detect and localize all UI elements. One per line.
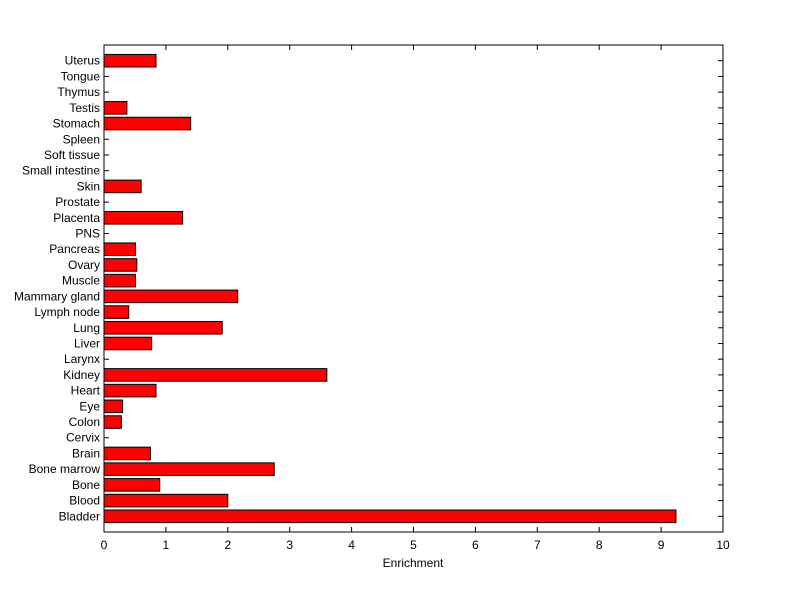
x-tick-label: 9 (658, 538, 665, 552)
category-label: Liver (74, 336, 100, 350)
bar-eye (103, 399, 124, 414)
category-label: Colon (69, 415, 100, 429)
x-tick-label: 4 (348, 538, 355, 552)
category-label: Larynx (64, 352, 100, 366)
x-tick-label: 6 (472, 538, 479, 552)
category-label: Ovary (68, 258, 100, 272)
bar-pancreas (103, 242, 137, 257)
tick-marks (103, 45, 724, 532)
bar-stomach (103, 116, 192, 131)
category-label: Kidney (63, 368, 100, 382)
category-label: Uterus (65, 54, 100, 68)
category-label: Soft tissue (44, 148, 100, 162)
x-tick-labels: 0 1 2 3 4 5 6 7 8 9 10 (101, 538, 730, 552)
category-label: Eye (79, 399, 100, 413)
category-label: Mammary gland (14, 289, 100, 303)
plot-frame (103, 44, 724, 533)
category-label: PNS (75, 227, 100, 241)
bar-uterus (103, 53, 157, 68)
x-axis-label: Enrichment (383, 556, 444, 570)
bar-lymph-node (103, 305, 130, 319)
bar-bone-marrow (103, 462, 275, 476)
category-label: Prostate (55, 195, 100, 209)
x-tick-label: 3 (286, 538, 293, 552)
category-label: Bladder (59, 509, 100, 523)
bar-muscle (103, 273, 137, 288)
bar-lung (103, 320, 223, 335)
x-tick-label: 5 (410, 538, 417, 552)
bars (103, 53, 677, 524)
category-label: Stomach (53, 117, 100, 131)
bar-blood (103, 493, 229, 508)
x-tick-label: 10 (716, 538, 730, 552)
category-label: Cervix (66, 431, 100, 445)
x-tick-label: 7 (534, 538, 541, 552)
category-label: Blood (69, 494, 100, 508)
category-label: Skin (77, 179, 100, 193)
category-label: Tongue (61, 69, 101, 83)
x-tick-label: 1 (163, 538, 170, 552)
bar-bladder (103, 509, 677, 524)
category-label: Placenta (53, 211, 100, 225)
bar-mammary-gland (103, 289, 239, 304)
category-label: Heart (71, 384, 101, 398)
category-label: Pancreas (49, 242, 100, 256)
x-tick-label: 8 (596, 538, 603, 552)
bar-placenta (103, 211, 184, 225)
category-label: Muscle (62, 274, 100, 288)
bar-colon (103, 415, 122, 429)
bar-brain (103, 446, 151, 461)
bar-testis (103, 101, 128, 115)
x-tick-label: 0 (101, 538, 108, 552)
category-label: Testis (69, 101, 100, 115)
category-label: Thymus (57, 85, 100, 99)
bar-heart (103, 383, 157, 398)
bar-kidney (103, 368, 328, 382)
category-label: Small intestine (22, 164, 100, 178)
bar-skin (103, 179, 142, 194)
bar-ovary (103, 258, 138, 272)
category-label: Lung (73, 321, 100, 335)
category-label: Lymph node (34, 305, 100, 319)
x-tick-label: 2 (224, 538, 231, 552)
category-label: Bone marrow (29, 462, 101, 476)
bar-bone (103, 478, 161, 492)
bar-liver (103, 336, 153, 351)
category-label: Bone (72, 478, 100, 492)
category-label: Spleen (63, 132, 100, 146)
category-label: Brain (72, 446, 100, 460)
